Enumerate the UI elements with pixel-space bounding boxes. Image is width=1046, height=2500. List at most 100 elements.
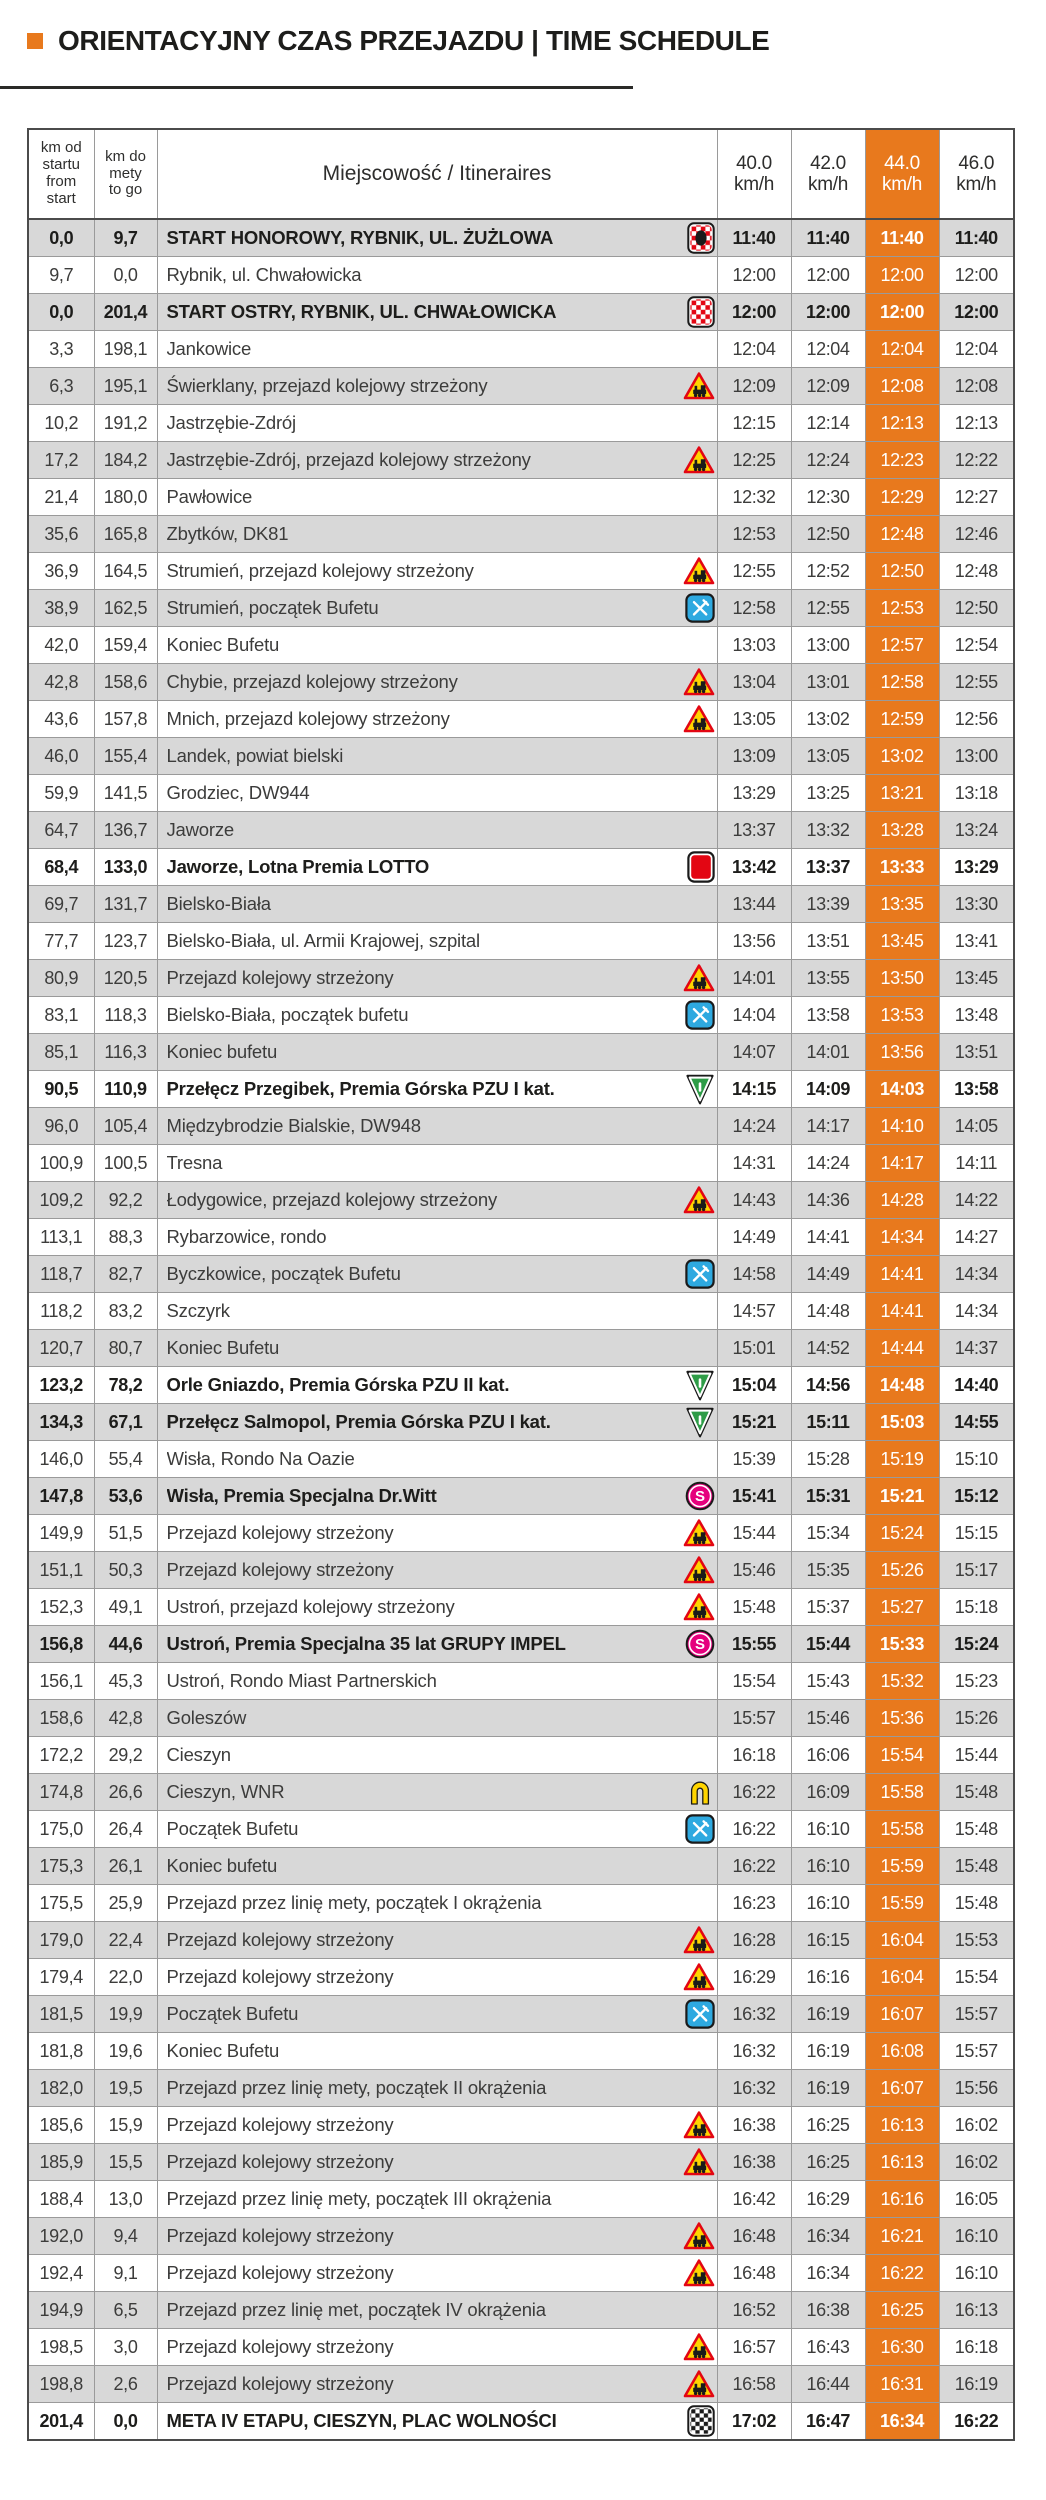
- place-label: Bielsko-Biała, początek bufetu: [166, 1004, 409, 1025]
- place-cell: Zbytków, DK81: [156, 515, 718, 553]
- table-row: 69,7 131,7 Bielsko-Biała 13:44 13:39 13:…: [27, 885, 1015, 923]
- place-label: Przełęcz Przegibek, Premia Górska PZU I …: [166, 1078, 555, 1099]
- time-cell: 14:48: [864, 1366, 940, 1404]
- place-cell: Przejazd przez linię mety, początek III …: [156, 2180, 718, 2218]
- table-row: 83,1 118,3 Bielsko-Biała, początek bufet…: [27, 996, 1015, 1034]
- waste-zone-icon: [690, 1781, 709, 1805]
- place-label: Bielsko-Biała: [166, 893, 272, 914]
- place-inner: Strumień, przejazd kolejowy strzeżony: [158, 554, 716, 589]
- time-cell: 13:39: [790, 885, 866, 923]
- km-from-cell: 96,0: [27, 1107, 95, 1145]
- place-icon-slot: [679, 1701, 715, 1736]
- km-from-cell: 198,8: [27, 2365, 95, 2403]
- place-label: Rybarzowice, rondo: [166, 1226, 327, 1247]
- place-label: Przejazd przez linię mety, początek I ok…: [166, 1892, 542, 1913]
- table-row: 175,0 26,4 Początek Bufetu 16:22 16:10 1…: [27, 1810, 1015, 1848]
- time-cell: 13:05: [790, 737, 866, 775]
- place-cell: Byczkowice, początek Bufetu: [156, 1255, 718, 1293]
- page-title-row: ORIENTACYJNY CZAS PRZEJAZDU | TIME SCHED…: [27, 24, 770, 58]
- time-cell: 14:01: [716, 959, 792, 997]
- place-cell: Koniec Bufetu: [156, 626, 718, 664]
- km-togo-cell: 22,4: [93, 1921, 158, 1959]
- km-from-cell: 69,7: [27, 885, 95, 923]
- time-cell: 13:03: [716, 626, 792, 664]
- place-label: Koniec bufetu: [166, 1855, 278, 1876]
- place-label: Przejazd kolejowy strzeżony: [166, 2225, 394, 2246]
- time-cell: 16:16: [790, 1958, 866, 1996]
- km-togo-cell: 13,0: [93, 2180, 158, 2218]
- time-cell: 11:40: [790, 218, 866, 257]
- place-cell: Koniec bufetu: [156, 1847, 718, 1885]
- place-inner: Koniec bufetu: [158, 1035, 716, 1070]
- place-icon-slot: [679, 628, 715, 663]
- time-cell: 14:55: [938, 1403, 1015, 1441]
- place-cell: Cieszyn: [156, 1736, 718, 1774]
- time-cell: 14:15: [716, 1070, 792, 1108]
- km-togo-cell: 116,3: [93, 1033, 158, 1071]
- time-cell: 12:15: [716, 404, 792, 442]
- time-cell: 12:54: [938, 626, 1015, 664]
- level-crossing-icon: [683, 705, 714, 733]
- table-row: 118,7 82,7 Byczkowice, początek Bufetu 1…: [27, 1255, 1015, 1293]
- time-cell: 16:19: [790, 2032, 866, 2070]
- table-row: 152,3 49,1 Ustroń, przejazd kolejowy str…: [27, 1588, 1015, 1626]
- km-from-cell: 188,4: [27, 2180, 95, 2218]
- time-cell: 12:25: [716, 441, 792, 479]
- km-from-cell: 175,3: [27, 1847, 95, 1885]
- place-label: Jastrzębie-Zdrój, przejazd kolejowy strz…: [166, 449, 531, 470]
- place-label: Jaworze, Lotna Premia LOTTO: [166, 856, 430, 877]
- place-cell: Rybnik, ul. Chwałowicka: [156, 256, 718, 294]
- time-cell: 16:10: [938, 2254, 1015, 2292]
- place-cell: Przejazd kolejowy strzeżony: [156, 959, 718, 997]
- place-icon-slot: [679, 1368, 715, 1403]
- place-cell: Jaworze: [156, 811, 718, 849]
- place-inner: Przejazd kolejowy strzeżony: [158, 2367, 716, 2402]
- time-cell: 15:12: [938, 1477, 1015, 1515]
- place-cell: Pawłowice: [156, 478, 718, 516]
- time-cell: 16:22: [938, 2402, 1015, 2441]
- place-label: Początek Bufetu: [166, 1818, 299, 1839]
- time-cell: 14:04: [716, 996, 792, 1034]
- time-cell: 13:02: [864, 737, 940, 775]
- place-label: Przejazd kolejowy strzeżony: [166, 2262, 394, 2283]
- place-label: Jaworze: [166, 819, 235, 840]
- table-row: 156,8 44,6 Ustroń, Premia Specjalna 35 l…: [27, 1625, 1015, 1663]
- time-cell: 16:04: [864, 1958, 940, 1996]
- time-cell: 11:40: [716, 218, 792, 257]
- time-cell: 16:25: [790, 2143, 866, 2181]
- km-from-cell: 182,0: [27, 2069, 95, 2107]
- time-cell: 14:09: [790, 1070, 866, 1108]
- place-inner: Łodygowice, przejazd kolejowy strzeżony: [158, 1183, 716, 1218]
- time-cell: 15:24: [864, 1514, 940, 1552]
- place-icon-slot: [679, 702, 715, 737]
- place-label: Przejazd kolejowy strzeżony: [166, 1522, 394, 1543]
- time-cell: 13:25: [790, 774, 866, 812]
- place-icon-slot: [679, 887, 715, 922]
- km-from-cell: 100,9: [27, 1144, 95, 1182]
- place-cell: Mnich, przejazd kolejowy strzeżony: [156, 700, 718, 738]
- km-from-cell: 43,6: [27, 700, 95, 738]
- table-row: 147,8 53,6 Wisła, Premia Specjalna Dr.Wi…: [27, 1477, 1015, 1515]
- place-label: Strumień, początek Bufetu: [166, 597, 379, 618]
- km-from-cell: 35,6: [27, 515, 95, 553]
- time-cell: 12:09: [790, 367, 866, 405]
- place-label: Przejazd kolejowy strzeżony: [166, 2373, 394, 2394]
- level-crossing-icon: [683, 1963, 714, 1991]
- km-togo-cell: 198,1: [93, 330, 158, 368]
- buffet-icon: [684, 1259, 715, 1289]
- place-label: Koniec Bufetu: [166, 634, 280, 655]
- time-cell: 14:58: [716, 1255, 792, 1293]
- time-cell: 13:45: [938, 959, 1015, 997]
- km-from-cell: 77,7: [27, 922, 95, 960]
- km-from-cell: 158,6: [27, 1699, 95, 1737]
- time-cell: 14:34: [864, 1218, 940, 1256]
- time-cell: 12:04: [938, 330, 1015, 368]
- time-cell: 16:21: [864, 2217, 940, 2255]
- time-cell: 13:02: [790, 700, 866, 738]
- time-cell: 16:15: [790, 1921, 866, 1959]
- time-cell: 13:55: [790, 959, 866, 997]
- time-cell: 16:57: [716, 2328, 792, 2366]
- place-inner: Przejazd przez linię mety, początek II o…: [158, 2071, 716, 2106]
- place-cell: Przejazd kolejowy strzeżony: [156, 2328, 718, 2366]
- km-togo-cell: 78,2: [93, 1366, 158, 1404]
